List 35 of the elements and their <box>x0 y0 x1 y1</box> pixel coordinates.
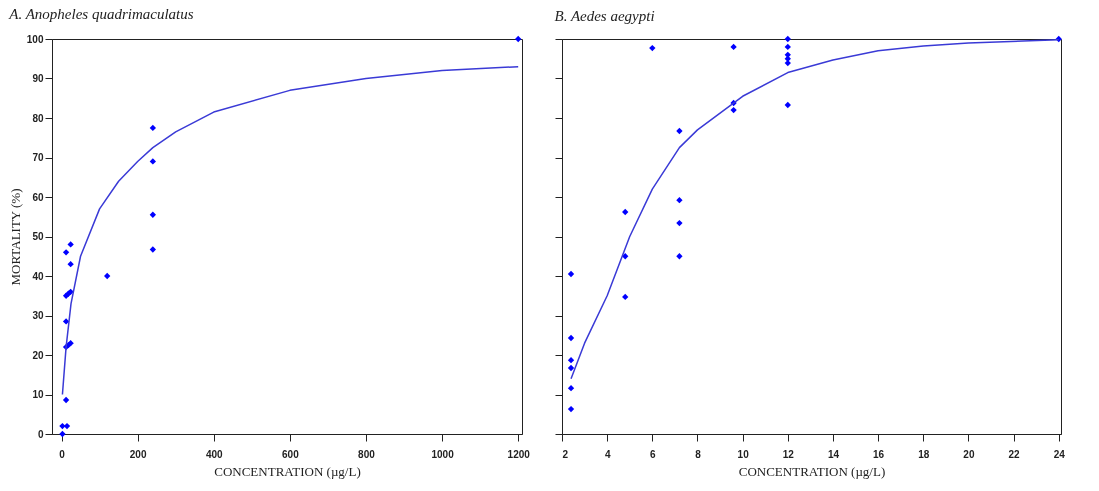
y-tick-label: 10 <box>32 389 44 400</box>
y-tick-label: 40 <box>32 270 44 282</box>
x-axis-title: CONCENTRATION (µg/L) <box>214 463 361 479</box>
x-tick-label: 12 <box>782 448 795 460</box>
y-tick-label: 80 <box>32 112 44 124</box>
x-tick-label: 10 <box>737 448 750 460</box>
y-tick-label: 60 <box>32 191 44 203</box>
y-axis-title: MORTALITY (%) <box>7 188 23 286</box>
x-tick-label: 600 <box>282 448 300 460</box>
x-tick-label: 8 <box>695 448 702 460</box>
y-tick-label: 50 <box>32 231 44 242</box>
x-tick-label: 22 <box>1008 448 1021 460</box>
y-tick-label: 0 <box>37 428 44 440</box>
x-tick-label: 6 <box>650 448 657 460</box>
x-tick-label: 1000 <box>431 448 455 460</box>
y-tick-label: 30 <box>32 310 44 321</box>
chart-title: A. Anopheles quadrimaculatus <box>8 6 194 22</box>
chart-title: B. Aedes aegypti <box>554 7 655 24</box>
x-tick-label: 800 <box>358 448 376 460</box>
y-tick-label: 20 <box>32 349 44 361</box>
y-tick-label: 70 <box>32 152 44 163</box>
x-tick-label: 4 <box>604 448 611 460</box>
x-tick-label: 16 <box>873 448 885 460</box>
y-tick-label: 90 <box>32 73 44 84</box>
x-tick-label: 18 <box>918 448 930 460</box>
x-tick-label: 2 <box>562 448 569 460</box>
y-tick-label: 100 <box>26 33 44 45</box>
x-tick-label: 1200 <box>507 448 531 460</box>
x-tick-label: 14 <box>827 448 840 460</box>
x-tick-label: 400 <box>205 448 224 460</box>
x-tick-label: 24 <box>1053 448 1066 460</box>
x-tick-label: 0 <box>59 448 66 460</box>
x-axis-title: CONCENTRATION (µg/L) <box>738 463 886 479</box>
x-tick-label: 20 <box>963 448 975 460</box>
x-tick-label: 200 <box>129 448 147 460</box>
